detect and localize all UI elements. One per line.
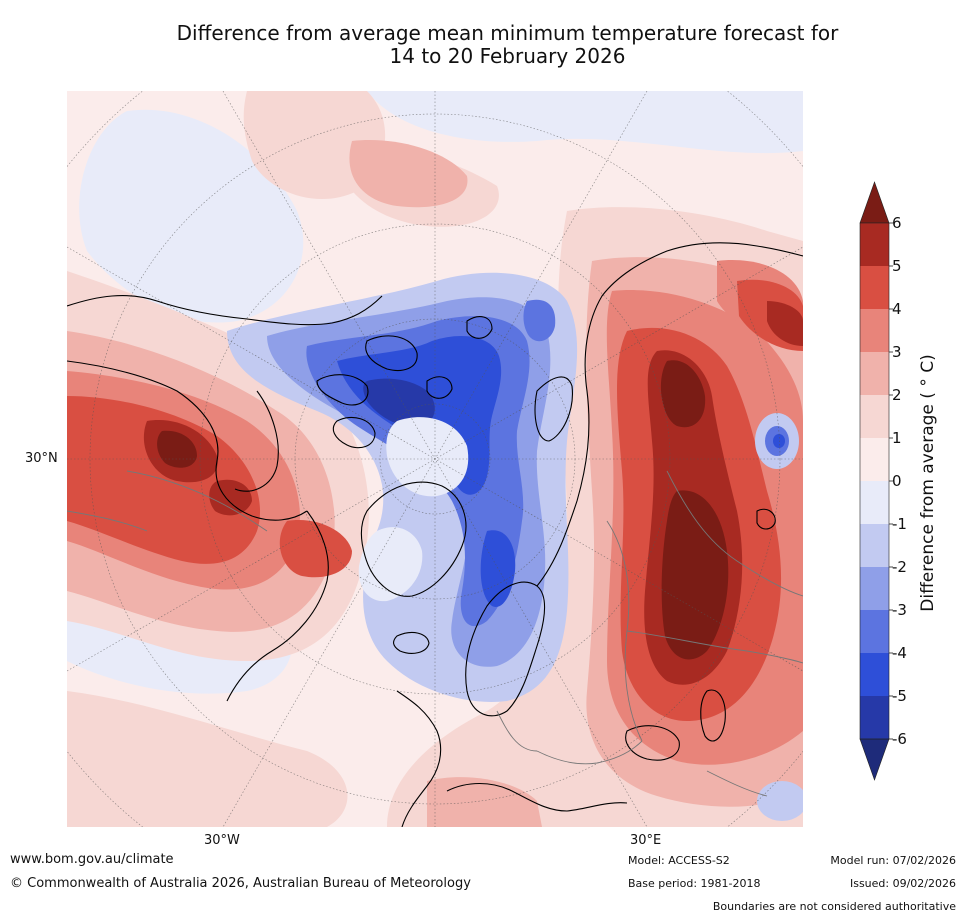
footer-url: www.bom.gov.au/climate <box>10 852 174 867</box>
warm-spots-europe <box>302 763 480 806</box>
colorbar-tick-label: -1 <box>892 515 907 533</box>
colorbar-level-4 <box>860 352 889 395</box>
colorbar-level-5 <box>860 395 889 438</box>
colorbar-tick-label: 2 <box>892 386 902 404</box>
longitude-label-30w: 30°W <box>204 833 240 848</box>
colorbar-tick-label: 3 <box>892 343 902 361</box>
colorbar-tick-label: -5 <box>892 687 907 705</box>
title-line-2: 14 to 20 February 2026 <box>389 44 626 68</box>
temperature-anomaly-map <box>67 91 803 827</box>
colorbar-level-2 <box>860 266 889 309</box>
colorbar-level-8 <box>860 524 889 567</box>
colorbar-level-12 <box>860 696 889 739</box>
colorbar-level-7 <box>860 481 889 524</box>
footer-model: Model: ACCESS-S2 <box>628 854 730 867</box>
colorbar-tick-label: 5 <box>892 257 902 275</box>
colorbar-extend-top <box>859 181 890 224</box>
title-line-1: Difference from average mean minimum tem… <box>176 21 839 45</box>
colorbar-level-1 <box>860 223 889 266</box>
cold-spot-southeast <box>757 781 803 821</box>
map-frame <box>67 91 803 827</box>
footer-copyright: © Commonwealth of Australia 2026, Austra… <box>10 876 471 891</box>
colorbar-tick-label: 6 <box>892 214 902 232</box>
footer-issued: Issued: 09/02/2026 <box>849 877 956 890</box>
footer-disclaimer: Boundaries are not considered authoritat… <box>712 900 956 913</box>
footer-base-period: Base period: 1981-2018 <box>628 877 761 890</box>
colorbar-tick-label: -4 <box>892 644 907 662</box>
latitude-label-30n: 30°N <box>25 451 58 466</box>
colorbar-level-11 <box>860 653 889 696</box>
cold-spot-east <box>755 413 799 469</box>
colorbar-graphic <box>859 181 893 781</box>
colorbar-level-3 <box>860 309 889 352</box>
coastlines <box>67 242 803 827</box>
cold-minus-5-regions <box>363 378 435 427</box>
colorbar-tick-label: 0 <box>892 472 902 490</box>
colorbar-tick-label: -3 <box>892 601 907 619</box>
graticule <box>67 91 803 827</box>
colorbar-tick-label: 1 <box>892 429 902 447</box>
colorbar-level-6 <box>860 438 889 481</box>
country-borders <box>67 470 803 797</box>
colorbar-level-10 <box>860 610 889 653</box>
colorbar-tick-label: -6 <box>892 730 907 748</box>
colorbar-tick-label: 4 <box>892 300 902 318</box>
colorbar-level-9 <box>860 567 889 610</box>
colorbar-title: Difference from average ( ° C) <box>918 354 938 612</box>
warm-over-6-regions <box>157 360 729 660</box>
colorbar-extend-bottom <box>859 738 890 781</box>
longitude-label-30e: 30°E <box>630 833 662 848</box>
footer-model-run: Model run: 07/02/2026 <box>830 854 956 867</box>
colorbar: 6 5 4 3 2 1 0 -1 -2 -3 -4 -5 -6 <box>855 180 965 785</box>
colorbar-tick-label: -2 <box>892 558 907 576</box>
